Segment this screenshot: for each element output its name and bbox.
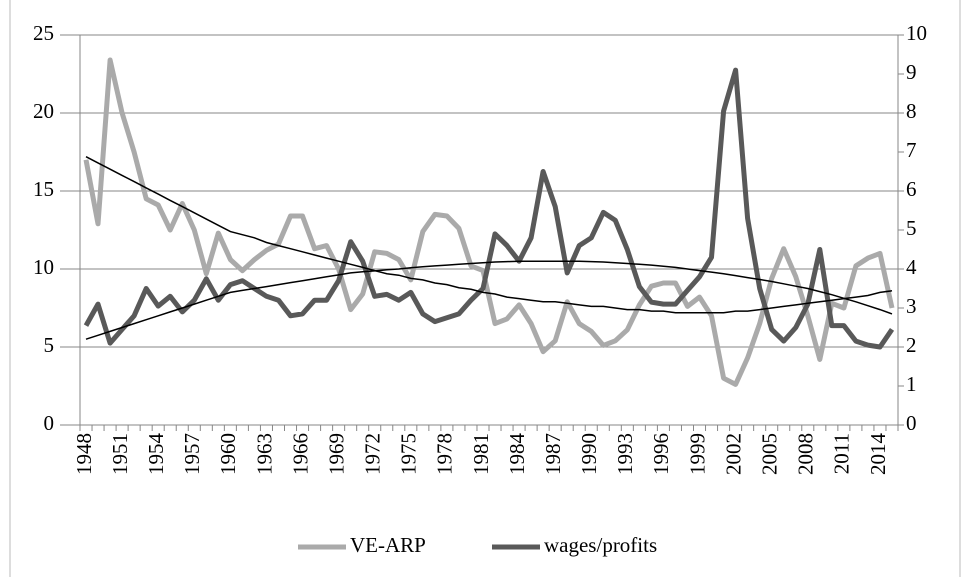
x-tick-label: 1966 bbox=[288, 433, 312, 475]
x-tick-label: 1996 bbox=[649, 433, 673, 475]
x-tick-label: 1990 bbox=[577, 433, 601, 475]
x-tick-label: 1987 bbox=[541, 433, 565, 475]
trend-line bbox=[85, 156, 893, 314]
x-tick-label: 1954 bbox=[144, 433, 168, 476]
x-tick-label: 2002 bbox=[721, 433, 745, 475]
y-tick-label: 20 bbox=[33, 99, 54, 123]
x-tick-label: 1960 bbox=[216, 433, 240, 475]
x-tick-label: 2011 bbox=[830, 433, 854, 474]
trend-line bbox=[85, 260, 893, 340]
chart-border bbox=[9, 0, 961, 577]
y2-tick-label: 9 bbox=[906, 60, 917, 84]
series-line bbox=[83, 57, 895, 387]
x-tick-label: 1948 bbox=[72, 433, 96, 475]
y-tick-label: 15 bbox=[33, 177, 54, 201]
y-tick-label: 5 bbox=[44, 333, 55, 357]
x-tick-label: 1951 bbox=[108, 433, 132, 475]
y2-tick-label: 10 bbox=[906, 21, 927, 45]
x-tick-label: 1975 bbox=[397, 433, 421, 475]
x-tick-label: 1969 bbox=[324, 433, 348, 475]
legend-label: VE-ARP bbox=[350, 533, 426, 557]
legend-label: wages/profits bbox=[544, 533, 657, 557]
y-tick-label: 0 bbox=[44, 411, 55, 435]
x-tick-label: 1981 bbox=[469, 433, 493, 475]
x-tick-label: 1972 bbox=[361, 433, 385, 475]
y2-tick-label: 4 bbox=[906, 255, 917, 279]
y2-tick-label: 3 bbox=[906, 294, 917, 318]
y2-tick-label: 7 bbox=[906, 138, 917, 162]
y2-tick-label: 0 bbox=[906, 411, 917, 435]
series-line bbox=[83, 67, 895, 350]
y-tick-label: 10 bbox=[33, 255, 54, 279]
x-tick-label: 1963 bbox=[252, 433, 276, 475]
x-tick-label: 1984 bbox=[505, 433, 529, 476]
y2-tick-label: 1 bbox=[906, 372, 917, 396]
x-tick-label: 2014 bbox=[866, 433, 890, 476]
y2-tick-label: 2 bbox=[906, 333, 917, 357]
x-tick-label: 2005 bbox=[758, 433, 782, 475]
x-tick-label: 1978 bbox=[433, 433, 457, 475]
y2-tick-label: 5 bbox=[906, 216, 917, 240]
y-tick-label: 25 bbox=[33, 21, 54, 45]
x-tick-label: 1999 bbox=[685, 433, 709, 475]
y2-tick-label: 6 bbox=[906, 177, 917, 201]
x-tick-label: 2008 bbox=[794, 433, 818, 475]
y2-tick-label: 8 bbox=[906, 99, 917, 123]
x-tick-label: 1993 bbox=[613, 433, 637, 475]
x-tick-label: 1957 bbox=[180, 433, 204, 475]
